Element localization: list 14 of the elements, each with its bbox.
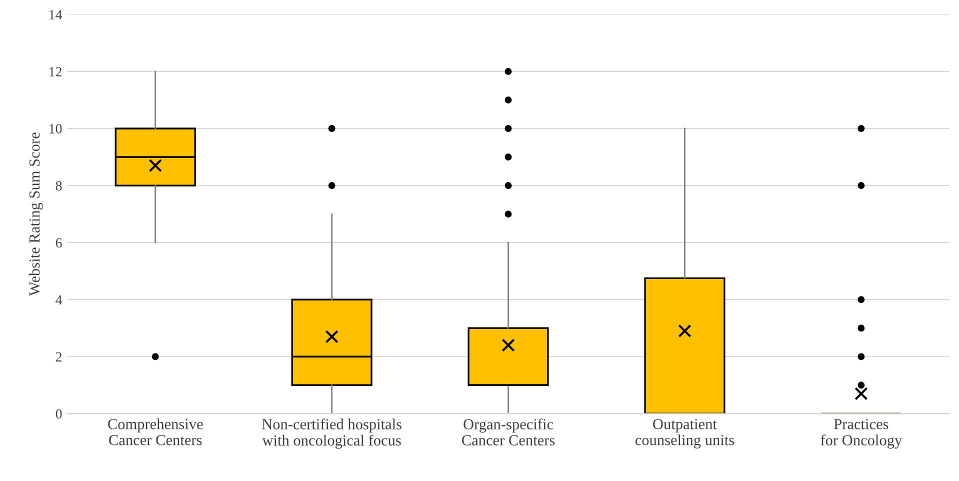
y-tick-label: 14 [50,10,62,20]
y-axis-title: Website Rating Sum Score [28,132,43,296]
y-tick-label: 4 [56,295,62,304]
x-tick-label: Comprehensive Cancer Centers [108,418,203,446]
x-tick-label: Non-certified hospitals with oncological focus [262,418,402,449]
y-tick-label: 6 [56,238,62,248]
y-tick-label: 10 [50,124,62,134]
x-tick-label: Organ-specific Cancer Centers [462,418,555,446]
y-tick-label: 2 [56,352,62,362]
y-tick-label: 0 [56,409,62,419]
x-tick-label: Outpatient counseling units [635,419,734,448]
x-tick-label: Practices for Oncology [820,419,902,449]
y-tick-label: 8 [56,181,62,190]
y-tick-label: 12 [50,67,62,76]
